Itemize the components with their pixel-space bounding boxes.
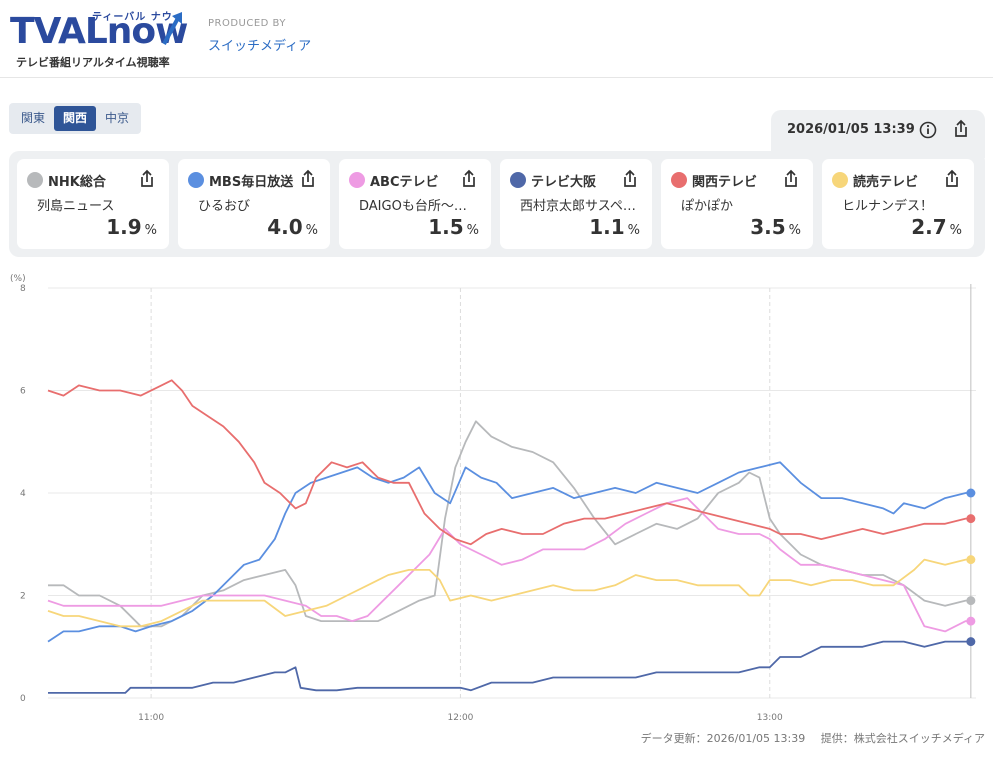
rating-value: 1.5% <box>428 215 479 239</box>
channel-name: NHK総合 <box>48 175 106 190</box>
tab-region-chukyo[interactable]: 中京 <box>105 111 130 125</box>
channel-card-ktv[interactable]: 関西テレビ ぽかぽか 3.5% <box>661 159 813 249</box>
program-title: ヒルナンデス！ <box>842 199 934 214</box>
rating-number: 4.0 <box>267 215 303 239</box>
y-axis-unit: (%) <box>10 274 26 284</box>
channel-color-dot <box>510 172 526 188</box>
rating-value: 4.0% <box>267 215 318 239</box>
y-tick-label: 6 <box>20 387 26 397</box>
rating-value: 1.9% <box>106 215 157 239</box>
tab-region-kanto[interactable]: 関東 <box>21 111 46 125</box>
series-line-4 <box>47 379 971 546</box>
share-icon[interactable] <box>942 169 962 189</box>
data-updated-label: データ更新：2026/01/05 13:39 <box>640 732 806 745</box>
share-icon[interactable] <box>781 169 801 189</box>
channel-card-mbs[interactable]: MBS毎日放送 ひるおび 4.0% <box>178 159 330 249</box>
series-line-1 <box>47 461 971 643</box>
tab-region-kansai[interactable]: 関西 <box>54 106 97 131</box>
region-tabs: 関東 関西 中京 <box>9 103 142 134</box>
rating-unit: % <box>466 223 479 238</box>
program-title: ひるおび <box>198 199 251 214</box>
rating-value: 2.7% <box>911 215 962 239</box>
rating-value: 3.5% <box>750 215 801 239</box>
channel-card-nhk[interactable]: NHK総合 列島ニュース 1.9% <box>17 159 169 249</box>
rating-unit: % <box>144 223 157 238</box>
series-end-dot-2 <box>966 616 976 626</box>
grid-layer: 0 2 4 6 8 11:00 12:00 13:00 <box>20 284 976 723</box>
info-icon[interactable] <box>919 121 937 139</box>
series-line-3 <box>48 640 971 694</box>
x-tick-label: 13:00 <box>757 713 783 723</box>
series-end-dot-0 <box>966 596 976 606</box>
series-line-5 <box>47 558 971 628</box>
rating-number: 3.5 <box>750 215 786 239</box>
y-tick-label: 4 <box>20 489 26 499</box>
channel-color-dot <box>832 172 848 188</box>
series-end-dot-5 <box>966 555 976 565</box>
producer-link[interactable]: スイッチメディア <box>208 39 312 54</box>
channel-name: 読売テレビ <box>853 175 919 190</box>
program-title: 列島ニュース <box>37 199 115 214</box>
series-line-2 <box>47 497 971 633</box>
channel-color-dot <box>349 172 365 188</box>
program-title: ぽかぽか <box>681 199 734 214</box>
channel-card-tvo[interactable]: テレビ大阪 西村京太郎サスペンス 1.1% <box>500 159 652 249</box>
rating-number: 2.7 <box>911 215 947 239</box>
rating-unit: % <box>949 223 962 238</box>
share-icon[interactable] <box>459 169 479 189</box>
rating-unit: % <box>305 223 318 238</box>
date-box: 2026/01/05 13:39 <box>771 110 985 158</box>
logo-subtitle: テレビ番組リアルタイム視聴率 <box>16 56 170 69</box>
footer: データ更新：2026/01/05 13:39 提供：株式会社スイッチメディア <box>629 730 985 746</box>
channel-name: ABCテレビ <box>370 175 439 190</box>
rating-number: 1.5 <box>428 215 464 239</box>
rating-number: 1.9 <box>106 215 142 239</box>
rating-unit: % <box>788 223 801 238</box>
channel-color-dot <box>188 172 204 188</box>
y-tick-label: 8 <box>20 284 26 294</box>
header: ティーバル ナウ TVALnow テレビ番組リアルタイム視聴率 PRODUCED… <box>0 0 993 78</box>
current-date: 2026/01/05 13:39 <box>787 122 915 137</box>
channel-card-ytv[interactable]: 読売テレビ ヒルナンデス！ 2.7% <box>822 159 974 249</box>
produced-by-label: PRODUCED BY <box>208 18 286 29</box>
y-tick-label: 2 <box>20 592 26 602</box>
share-icon[interactable] <box>951 119 971 139</box>
series-end-dot-3 <box>966 637 976 647</box>
series-end-dot-4 <box>966 514 976 524</box>
end-dot-layer <box>966 488 976 647</box>
program-title: 西村京太郎サスペンス <box>520 199 638 214</box>
x-tick-label: 11:00 <box>138 713 164 723</box>
channel-name: テレビ大阪 <box>531 175 597 190</box>
channel-name: MBS毎日放送 <box>209 175 294 190</box>
x-tick-label: 12:00 <box>447 713 473 723</box>
channel-card-abc[interactable]: ABCテレビ DAIGOも台所〜きょうの献立 1.5% <box>339 159 491 249</box>
ratings-line-chart[interactable]: (%) 0 2 4 6 8 11:00 12:00 13:00 <box>0 268 993 728</box>
logo-kana: ティーバル ナウ <box>92 12 173 23</box>
rating-unit: % <box>627 223 640 238</box>
share-icon[interactable] <box>298 169 318 189</box>
program-title: DAIGOも台所〜きょうの献立 <box>359 199 477 214</box>
series-layer <box>47 379 971 694</box>
channel-name: 関西テレビ <box>692 175 758 190</box>
logo-arrow-icon <box>162 12 182 45</box>
series-end-dot-1 <box>966 488 976 498</box>
share-icon[interactable] <box>137 169 157 189</box>
tvalnow-logo[interactable]: ティーバル ナウ TVALnow テレビ番組リアルタイム視聴率 <box>10 6 188 70</box>
channel-color-dot <box>671 172 687 188</box>
logo-word-tval: TVAL <box>10 11 108 52</box>
provider-label: 提供：株式会社スイッチメディア <box>820 732 985 745</box>
share-icon[interactable] <box>620 169 640 189</box>
y-tick-label: 0 <box>20 694 26 704</box>
rating-number: 1.1 <box>589 215 625 239</box>
channel-color-dot <box>27 172 43 188</box>
rating-value: 1.1% <box>589 215 640 239</box>
channel-cards: NHK総合 列島ニュース 1.9% MBS毎日放送 ひるおび 4.0% ABCテ… <box>17 159 974 249</box>
